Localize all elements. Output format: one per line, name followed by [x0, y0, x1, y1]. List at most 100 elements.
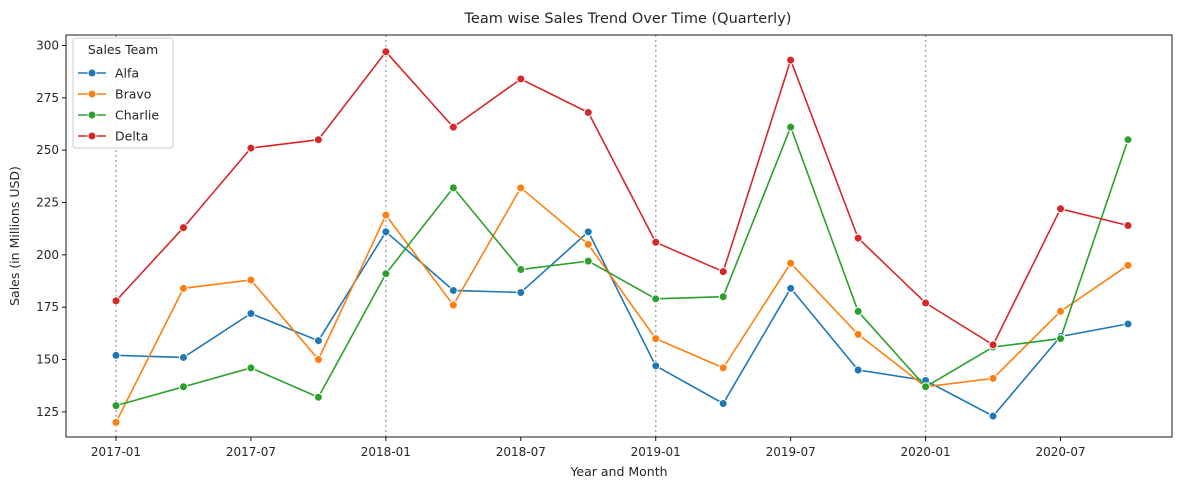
data-point — [111, 417, 121, 427]
data-point — [381, 269, 391, 279]
x-tick-label: 2020-01 — [901, 445, 951, 459]
data-point — [516, 288, 526, 298]
legend-marker — [87, 131, 97, 141]
legend-marker — [87, 110, 97, 120]
legend-frame — [72, 37, 174, 149]
x-tick-label: 2019-07 — [766, 445, 816, 459]
series-delta — [111, 47, 1133, 350]
series-line — [115, 124, 1129, 407]
data-point — [1123, 221, 1133, 231]
data-point — [786, 258, 796, 268]
data-point — [111, 296, 121, 306]
data-point — [111, 401, 121, 411]
data-point — [988, 411, 998, 421]
data-point — [718, 363, 728, 373]
data-point — [1123, 319, 1133, 329]
data-point — [988, 340, 998, 350]
data-point — [178, 223, 188, 233]
legend-label: Delta — [115, 129, 148, 144]
data-point — [313, 135, 323, 145]
data-point — [853, 233, 863, 243]
data-point — [1056, 334, 1066, 344]
data-point — [853, 306, 863, 316]
series-lines — [111, 47, 1133, 427]
legend: Sales Team Alfa Bravo Charlie Delta — [72, 37, 174, 149]
data-point — [178, 382, 188, 392]
data-point — [718, 267, 728, 277]
data-point — [313, 392, 323, 402]
data-point — [651, 361, 661, 371]
data-point — [448, 300, 458, 310]
legend-label: Alfa — [115, 66, 139, 81]
legend-item-delta: Delta — [78, 129, 148, 144]
data-point — [516, 265, 526, 274]
y-tick-label: 125 — [36, 405, 59, 419]
data-point — [381, 210, 391, 220]
data-point — [786, 55, 796, 65]
data-point — [516, 183, 526, 193]
data-point — [246, 143, 256, 153]
data-point — [718, 399, 728, 408]
legend-item-charlie: Charlie — [78, 108, 159, 123]
y-tick-label: 275 — [36, 91, 59, 105]
x-tick-label: 2019-01 — [631, 445, 681, 459]
series-line — [115, 230, 1129, 418]
y-axis-label: Sales (in Millions USD) — [7, 166, 22, 306]
series-alfa — [111, 227, 1133, 421]
y-tick-label: 250 — [36, 143, 59, 157]
data-point — [313, 336, 323, 346]
series-charlie — [111, 122, 1133, 411]
x-axis-ticks: 2017-01 2017-07 2018-01 2018-07 2019-01 2019-… — [91, 437, 1086, 459]
data-point — [448, 183, 458, 193]
y-tick-label: 225 — [36, 196, 59, 210]
data-point — [988, 373, 998, 383]
data-point — [1123, 260, 1133, 270]
data-point — [246, 363, 256, 373]
data-point — [583, 239, 593, 249]
data-point — [111, 350, 121, 360]
legend-item-alfa: Alfa — [78, 66, 139, 81]
series-line — [115, 186, 1129, 423]
x-tick-label: 2020-07 — [1035, 445, 1085, 459]
x-tick-label: 2017-07 — [226, 445, 276, 459]
data-point — [1056, 306, 1066, 316]
data-point — [921, 298, 931, 308]
x-tick-label: 2017-01 — [91, 445, 141, 459]
data-point — [1123, 135, 1133, 145]
data-point — [786, 283, 796, 293]
series-bravo — [111, 183, 1133, 427]
year-gridlines — [115, 35, 927, 437]
data-point — [583, 256, 593, 266]
data-point — [921, 382, 931, 392]
data-point — [246, 275, 256, 285]
plot-area-frame — [65, 34, 1173, 438]
data-point — [786, 122, 796, 132]
data-point — [1056, 204, 1066, 214]
data-point — [178, 352, 188, 362]
legend-item-bravo: Bravo — [78, 87, 151, 102]
data-point — [246, 308, 256, 318]
data-point — [583, 107, 593, 117]
data-point — [381, 47, 391, 57]
data-point — [718, 292, 728, 302]
data-point — [448, 285, 458, 295]
y-tick-label: 150 — [36, 353, 59, 367]
legend-label: Bravo — [115, 87, 151, 102]
y-axis-ticks: 125 150 175 200 225 250 275 300 — [36, 38, 66, 419]
legend-marker — [87, 89, 97, 99]
data-point — [516, 74, 526, 84]
data-point — [651, 294, 661, 304]
x-axis-label: Year and Month — [569, 464, 667, 479]
data-point — [651, 334, 661, 344]
data-point — [448, 122, 458, 132]
data-point — [313, 355, 323, 365]
chart-title: Team wise Sales Trend Over Time (Quarter… — [464, 11, 792, 27]
legend-label: Charlie — [115, 108, 159, 123]
legend-title: Sales Team — [88, 42, 158, 57]
data-point — [853, 329, 863, 339]
data-point — [583, 227, 593, 237]
legend-marker — [87, 68, 97, 78]
data-point — [178, 283, 188, 293]
y-tick-label: 300 — [36, 38, 59, 52]
